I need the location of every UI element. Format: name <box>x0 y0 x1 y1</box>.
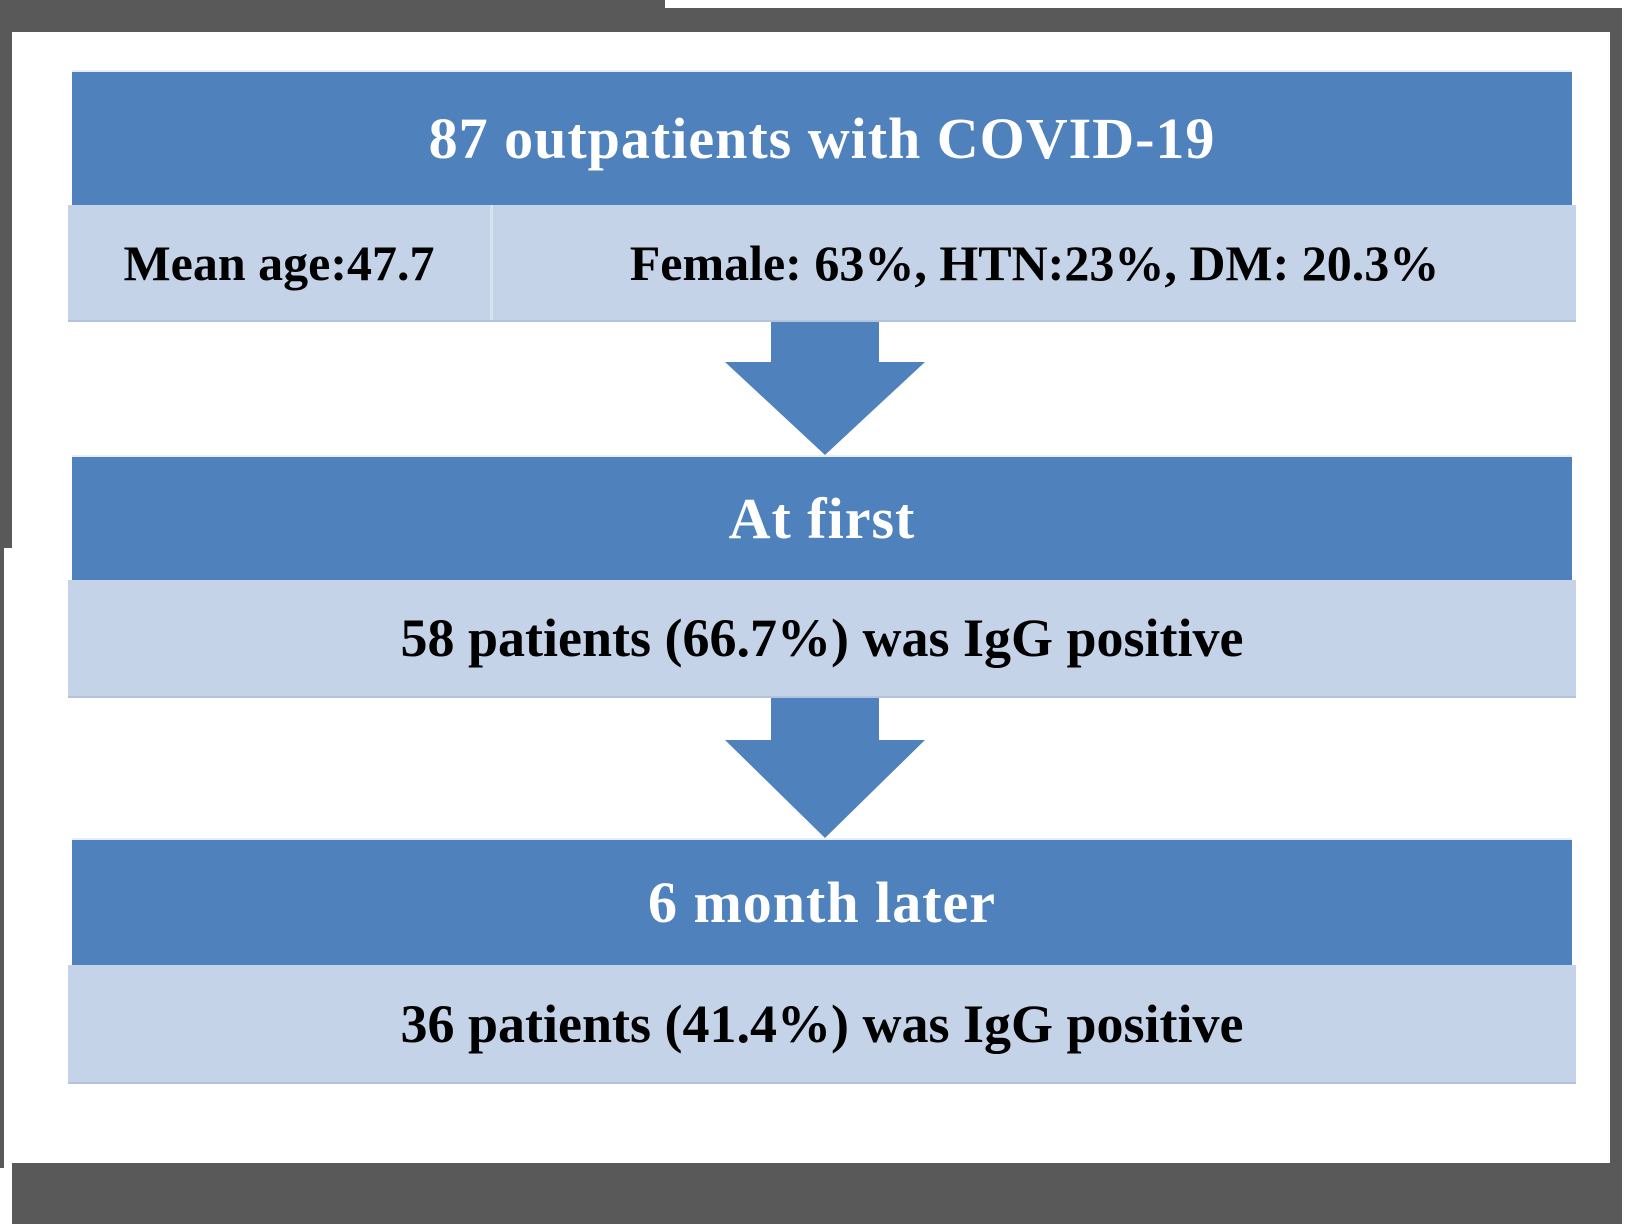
down-arrow-icon <box>725 698 925 838</box>
step-3-detail-text: 36 patients (41.4%) was IgG positive <box>400 993 1244 1054</box>
down-arrow-shape <box>725 698 925 838</box>
step-1-details: Mean age:47.7 Female: 63%, HTN:23%, DM: … <box>68 205 1576 322</box>
mean-age-cell: Mean age:47.7 <box>68 205 493 320</box>
demographics-cell: Female: 63%, HTN:23%, DM: 20.3% <box>493 205 1576 320</box>
demographics-text: Female: 63%, HTN:23%, DM: 20.3% <box>629 234 1440 291</box>
down-arrow-icon <box>725 322 925 455</box>
frame-edge-bottom <box>12 1163 1622 1224</box>
mean-age-text: Mean age:47.7 <box>123 234 435 291</box>
flowchart-canvas: 87 outpatients with COVID-19 Mean age:47… <box>12 32 1610 1163</box>
frame-edge-left <box>0 8 12 548</box>
step-3-header: 6 month later <box>72 838 1572 965</box>
frame-edge-top <box>0 8 1622 32</box>
step-2-title: At first <box>728 486 916 551</box>
step-2-header: At first <box>72 455 1572 580</box>
frame-edge-top-left <box>0 0 665 8</box>
step-2-detail-text: 58 patients (66.7%) was IgG positive <box>400 608 1244 668</box>
frame-edge-left-lower <box>0 548 4 1168</box>
step-1-header: 87 outpatients with COVID-19 <box>72 70 1572 205</box>
step-3-details: 36 patients (41.4%) was IgG positive <box>68 965 1576 1084</box>
step-3-title: 6 month later <box>647 870 997 935</box>
step-2-details: 58 patients (66.7%) was IgG positive <box>68 580 1576 698</box>
frame-edge-right <box>1610 8 1622 1224</box>
down-arrow-shape <box>725 322 925 455</box>
step-1-title: 87 outpatients with COVID-19 <box>428 106 1216 171</box>
